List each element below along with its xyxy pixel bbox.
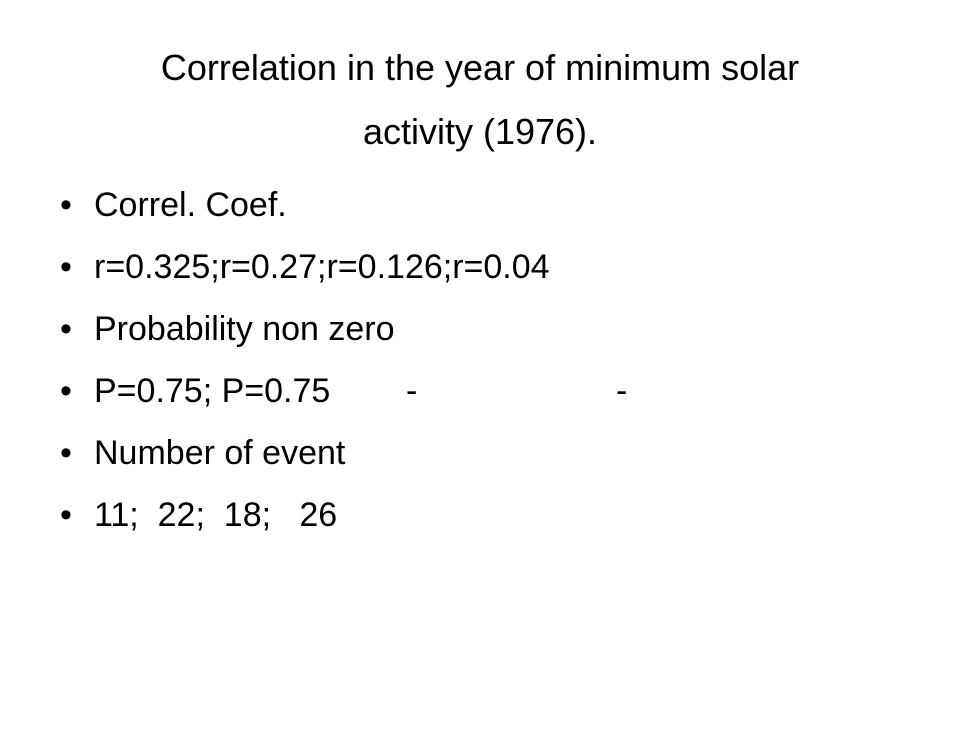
bullet-marker: • bbox=[60, 186, 72, 224]
bullet-text: Correl. Coef. bbox=[94, 186, 287, 224]
bullet-text: Probability non zero bbox=[94, 310, 395, 348]
bullet-marker: • bbox=[60, 496, 72, 534]
bullet-item-p-values: • P=0.75; P=0.75 - - bbox=[60, 360, 920, 422]
bullet-marker: • bbox=[60, 372, 72, 410]
slide-title: Correlation in the year of minimum solar… bbox=[60, 36, 900, 164]
bullet-marker: • bbox=[60, 434, 72, 472]
bullet-item-event-counts: • 11; 22; 18; 26 bbox=[60, 484, 920, 546]
slide-title-line-1: Correlation in the year of minimum solar bbox=[160, 47, 800, 88]
bullet-text: 11; 22; 18; 26 bbox=[94, 496, 338, 534]
bullet-item-r-values: • r=0.325;r=0.27;r=0.126;r=0.04 bbox=[60, 236, 920, 298]
dash-value: - bbox=[406, 372, 418, 410]
bullet-text: Number of event bbox=[94, 434, 346, 472]
bullet-marker: • bbox=[60, 248, 72, 286]
bullet-list: • Correl. Coef. • r=0.325;r=0.27;r=0.126… bbox=[60, 174, 920, 546]
bullet-marker: • bbox=[60, 310, 72, 348]
dash-value: - bbox=[616, 372, 628, 410]
bullet-item-correl-coef: • Correl. Coef. bbox=[60, 174, 920, 236]
p-values-row: P=0.75; P=0.75 - - bbox=[94, 360, 854, 422]
p-values-text: P=0.75; P=0.75 bbox=[94, 372, 331, 410]
bullet-item-probability-label: • Probability non zero bbox=[60, 298, 920, 360]
slide-title-line-2: activity (1976). bbox=[362, 111, 598, 152]
bullet-item-number-label: • Number of event bbox=[60, 422, 920, 484]
bullet-text: r=0.325;r=0.27;r=0.126;r=0.04 bbox=[94, 248, 550, 286]
